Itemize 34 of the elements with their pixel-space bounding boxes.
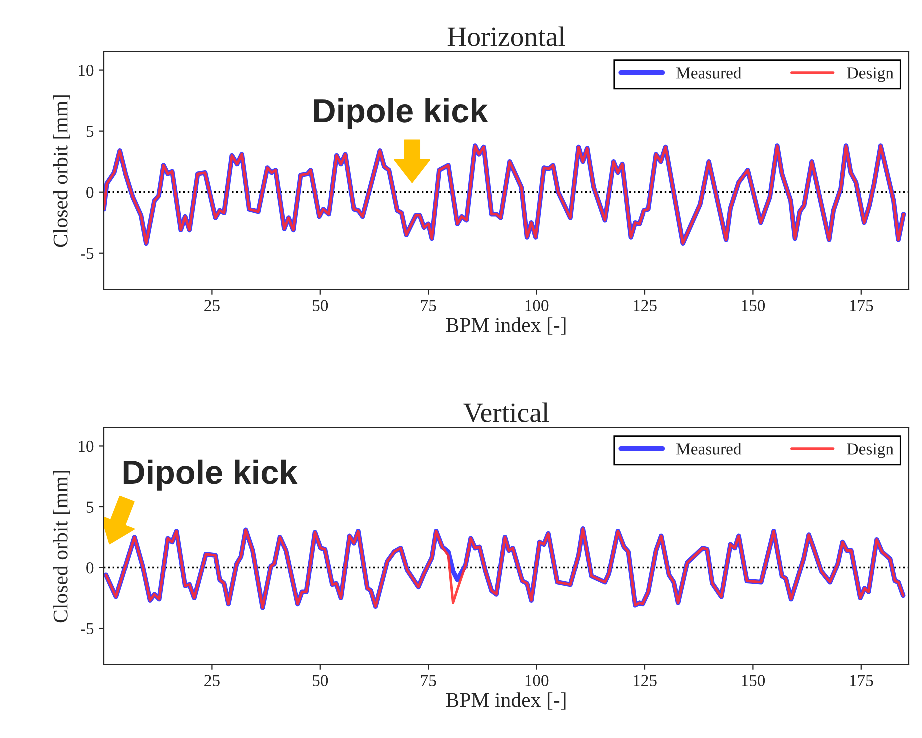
x-tick-label: 25 bbox=[204, 675, 220, 686]
y-tick-label: -5 bbox=[81, 248, 94, 260]
legend-label: Design bbox=[847, 444, 894, 458]
x-tick-label: 150 bbox=[742, 300, 766, 312]
chart-title: Vertical bbox=[464, 402, 550, 423]
y-tick-label: 0 bbox=[86, 187, 94, 198]
legend-label: Design bbox=[847, 68, 894, 82]
y-tick-label: 5 bbox=[86, 126, 94, 138]
y-tick-label: 10 bbox=[79, 65, 94, 76]
x-tick-label: 25 bbox=[204, 300, 220, 312]
x-tick-label: 50 bbox=[313, 300, 328, 312]
x-tick-label: 50 bbox=[313, 675, 328, 686]
x-tick-label: 150 bbox=[742, 675, 766, 686]
x-axis-title: BPM index [-] bbox=[446, 318, 566, 335]
x-tick-label: 75 bbox=[421, 675, 436, 686]
x-tick-label: 175 bbox=[850, 300, 874, 312]
x-tick-label: 100 bbox=[526, 675, 549, 686]
x-tick-label: 125 bbox=[634, 675, 657, 686]
x-axis-title: BPM index [-] bbox=[446, 692, 566, 710]
x-tick-label: 175 bbox=[850, 675, 874, 686]
y-tick-label: 10 bbox=[79, 440, 94, 452]
annotation: Dipole kick bbox=[124, 460, 298, 491]
y-axis-title: Closed orbit [mm] bbox=[53, 471, 70, 623]
x-tick-label: 75 bbox=[421, 300, 436, 312]
chart-title: Horizontal bbox=[448, 26, 566, 46]
legend-label: Measured bbox=[676, 67, 742, 79]
legend-label: Measured bbox=[676, 443, 742, 455]
y-tick-label: -5 bbox=[81, 623, 94, 634]
y-tick-label: 5 bbox=[86, 502, 94, 513]
x-tick-label: 125 bbox=[634, 300, 657, 312]
annotation: Dipole kick bbox=[314, 98, 488, 130]
y-tick-label: 0 bbox=[86, 562, 94, 574]
y-axis-title: Closed orbit [mm] bbox=[53, 96, 70, 248]
x-tick-label: 100 bbox=[526, 300, 549, 312]
